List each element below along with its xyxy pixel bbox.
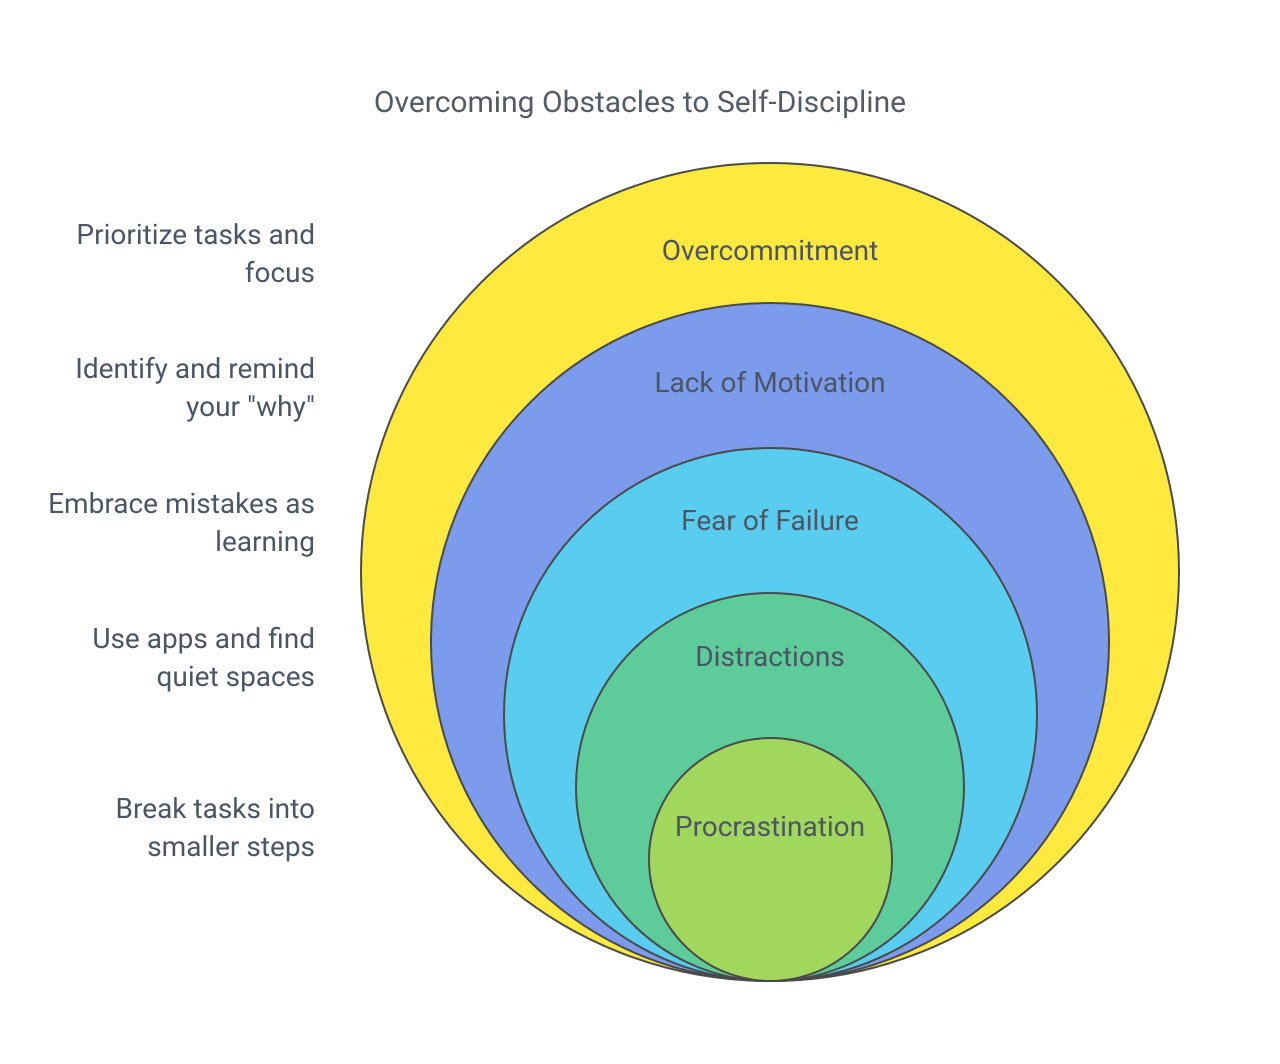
- advice-label-embrace-mistakes: Embrace mistakes aslearning: [15, 485, 315, 561]
- advice-label-break-tasks: Break tasks intosmaller steps: [75, 790, 315, 866]
- advice-line1: Use apps and find: [55, 620, 315, 658]
- circle-label-distractions: Distractions: [695, 640, 844, 673]
- advice-line1: Identify and remind: [35, 350, 315, 388]
- advice-line1: Break tasks into: [75, 790, 315, 828]
- advice-line1: Prioritize tasks and: [35, 216, 315, 254]
- advice-label-prioritize: Prioritize tasks andfocus: [35, 216, 315, 292]
- advice-line2: your "why": [35, 388, 315, 426]
- advice-line2: learning: [15, 523, 315, 561]
- advice-line2: focus: [35, 254, 315, 292]
- circle-label-lack-of-motivation: Lack of Motivation: [654, 366, 885, 399]
- advice-line2: quiet spaces: [55, 658, 315, 696]
- circle-label-fear-of-failure: Fear of Failure: [681, 504, 859, 537]
- nested-circles-diagram: Overcommitment Lack of Motivation Fear of …: [0, 0, 1280, 1064]
- circle-procrastination: [648, 737, 893, 982]
- advice-label-identify-why: Identify and remindyour "why": [35, 350, 315, 426]
- advice-line2: smaller steps: [75, 828, 315, 866]
- circle-label-procrastination: Procrastination: [675, 810, 865, 843]
- advice-label-use-apps: Use apps and findquiet spaces: [55, 620, 315, 696]
- circle-label-overcommitment: Overcommitment: [662, 234, 878, 267]
- advice-line1: Embrace mistakes as: [15, 485, 315, 523]
